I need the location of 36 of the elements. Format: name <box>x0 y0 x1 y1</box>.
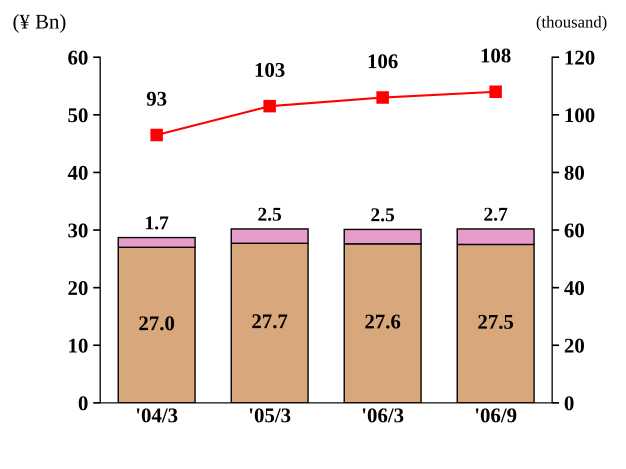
y-axis-title: (¥ Bn) <box>13 14 66 33</box>
y2-tick-label: 60 <box>564 223 584 238</box>
data-label: 27.5 <box>478 314 514 329</box>
data-label: 2.5 <box>258 208 282 221</box>
y-tick-label: 50 <box>68 108 88 122</box>
y-tick-label: 10 <box>69 338 88 353</box>
y2-tick-label: 100 <box>566 108 594 122</box>
data-label: 27.7 <box>252 314 288 328</box>
point <box>376 91 389 104</box>
x-tick-label: '06/9 <box>476 408 516 422</box>
point <box>263 100 276 112</box>
data-label: 93 <box>146 92 166 106</box>
y-tick-label: 40 <box>68 166 88 180</box>
data-label: 2.7 <box>484 208 508 221</box>
y-tick-label: 60 <box>68 50 88 65</box>
y2-tick-label: 40 <box>564 281 584 296</box>
y2-axis-title: (thousand) <box>536 16 606 32</box>
point <box>150 128 163 142</box>
x-tick-label: '06/3 <box>362 408 404 422</box>
data-label: 108 <box>482 48 511 63</box>
y-tick-label: 0 <box>78 396 88 410</box>
data-label: 103 <box>256 62 285 77</box>
y-tick-label: 20 <box>68 281 88 296</box>
y2-tick-label: 120 <box>566 50 594 65</box>
data-label: 1.7 <box>146 216 168 230</box>
x-tick-label: '05/3 <box>250 408 290 422</box>
y2-tick-label: 80 <box>564 166 584 180</box>
y-tick-label: 30 <box>68 223 88 238</box>
data-label: 2.5 <box>371 208 394 222</box>
data-label: 106 <box>368 54 398 68</box>
y2-tick-label: 0 <box>564 396 574 410</box>
y2-tick-label: 20 <box>564 338 584 353</box>
x-tick-label: '04/3 <box>136 408 178 422</box>
point <box>489 86 502 98</box>
data-label: 27.6 <box>365 314 400 329</box>
data-label: 27.0 <box>139 316 174 330</box>
